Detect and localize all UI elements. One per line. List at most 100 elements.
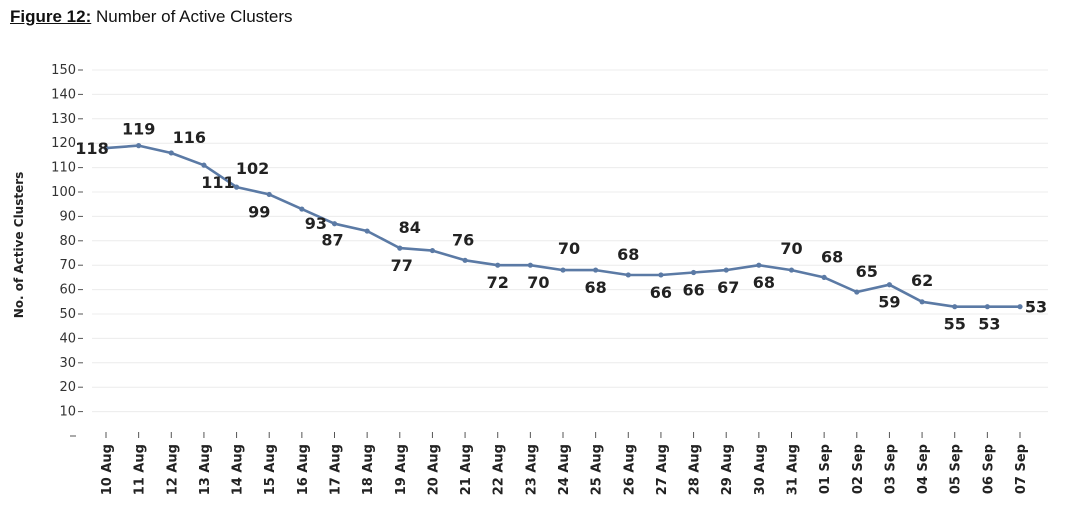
data-label: 68 <box>617 245 639 264</box>
data-point <box>756 262 762 268</box>
y-tick-label: 150 <box>51 63 76 78</box>
x-tick-label: 13 Aug <box>198 444 213 495</box>
y-tick-label: 90 <box>59 209 76 224</box>
x-tick-label: 12 Aug <box>165 444 180 495</box>
data-point <box>952 304 958 310</box>
data-label: 99 <box>248 202 270 221</box>
data-label: 68 <box>585 278 607 297</box>
data-point <box>625 272 631 278</box>
data-point <box>364 228 370 234</box>
x-tick-label: 30 Aug <box>753 444 768 495</box>
x-tick-label: 10 Aug <box>100 444 115 495</box>
grid-lines <box>92 69 1048 413</box>
data-label: 70 <box>780 239 802 258</box>
x-tick-label: 07 Sep <box>1014 444 1029 494</box>
data-label: 66 <box>682 281 704 300</box>
y-tick-label: 140 <box>51 87 76 102</box>
x-tick-label: 23 Aug <box>524 444 539 495</box>
data-label: 70 <box>558 239 580 258</box>
data-label: 84 <box>399 218 421 237</box>
x-tick-label: 11 Aug <box>133 444 148 495</box>
data-label: 102 <box>236 159 269 178</box>
y-tick-label: 10 <box>59 405 76 420</box>
y-tick-label: 30 <box>59 356 76 371</box>
x-tick-label: 31 Aug <box>786 444 801 495</box>
data-point <box>821 274 827 280</box>
x-tick-label: 27 Aug <box>655 444 670 495</box>
x-tick-label: 26 Aug <box>622 444 637 495</box>
x-tick-label: 21 Aug <box>459 444 474 495</box>
data-label: 72 <box>487 273 509 292</box>
y-axis-label: No. of Active Clusters <box>12 172 26 319</box>
data-point <box>788 267 795 273</box>
x-tick-label: 24 Aug <box>557 444 572 495</box>
data-point <box>299 206 305 212</box>
data-point <box>266 191 272 198</box>
data-point <box>690 269 697 276</box>
figure-title: Figure 12: Number of Active Clusters <box>10 7 293 27</box>
y-tick-label: 80 <box>59 234 76 249</box>
x-tick-label: 14 Aug <box>231 444 246 495</box>
data-point <box>462 257 468 263</box>
data-label: 93 <box>305 214 327 233</box>
x-tick-label: 28 Aug <box>688 444 703 495</box>
data-point <box>593 267 599 273</box>
data-point <box>233 184 240 190</box>
data-point <box>658 272 664 278</box>
data-label: 66 <box>650 283 672 302</box>
x-tick-label: 15 Aug <box>263 444 278 495</box>
x-tick-label: 01 Sep <box>818 444 833 494</box>
data-point <box>136 143 142 149</box>
x-tick-label: 19 Aug <box>394 444 409 495</box>
figure-caption: Number of Active Clusters <box>95 7 293 26</box>
data-point <box>527 262 533 268</box>
y-tick-label: 20 <box>59 380 76 395</box>
data-point <box>168 150 174 156</box>
data-label: 55 <box>944 315 966 334</box>
data-label: 111 <box>201 173 234 192</box>
y-tick-label: 70 <box>59 258 76 273</box>
y-axis: 10 20 30 40 50 60 70 80 90 100 110 120 130 140 150 <box>51 63 83 437</box>
x-tick-label: 18 Aug <box>361 444 376 495</box>
x-tick-label: 16 Aug <box>296 444 311 495</box>
data-label: 68 <box>753 273 775 292</box>
data-point <box>201 162 207 168</box>
data-label: 67 <box>717 278 739 297</box>
data-point <box>495 262 501 268</box>
x-tick-label: 05 Sep <box>949 444 964 494</box>
data-point <box>103 145 109 151</box>
data-point <box>397 245 403 251</box>
y-tick-label: 50 <box>59 307 76 322</box>
x-axis: 10 Aug 11 Aug 12 Aug 13 Aug 14 Aug 15 Aug 16 A… <box>100 432 1029 495</box>
data-point <box>886 282 893 288</box>
figure-number: Figure 12: <box>10 7 92 26</box>
x-tick-label: 04 Sep <box>916 444 931 494</box>
data-label: 68 <box>821 247 843 266</box>
x-tick-label: 25 Aug <box>590 444 605 495</box>
y-tick-label: 110 <box>51 161 76 176</box>
x-tick-label: 22 Aug <box>492 444 507 495</box>
data-point <box>331 221 338 227</box>
data-point <box>723 267 729 273</box>
data-label: 87 <box>321 231 343 250</box>
x-tick-label: 20 Aug <box>426 444 441 495</box>
data-label: 77 <box>391 256 413 275</box>
y-tick-label: 60 <box>59 283 76 298</box>
data-point <box>919 299 925 305</box>
data-label: 119 <box>122 120 155 139</box>
data-label: 59 <box>878 293 900 312</box>
data-label: 116 <box>173 128 206 147</box>
data-label: 76 <box>452 230 474 249</box>
x-tick-label: 17 Aug <box>329 444 344 495</box>
data-label: 53 <box>1025 298 1047 317</box>
y-tick-label: 40 <box>59 331 76 346</box>
y-tick-label: 130 <box>51 112 76 127</box>
y-tick-label: 120 <box>51 136 76 151</box>
data-point <box>429 247 436 254</box>
x-tick-label: 29 Aug <box>720 444 735 495</box>
data-points <box>103 143 1023 310</box>
data-label: 62 <box>911 271 933 290</box>
y-tick-label: 100 <box>51 185 76 200</box>
